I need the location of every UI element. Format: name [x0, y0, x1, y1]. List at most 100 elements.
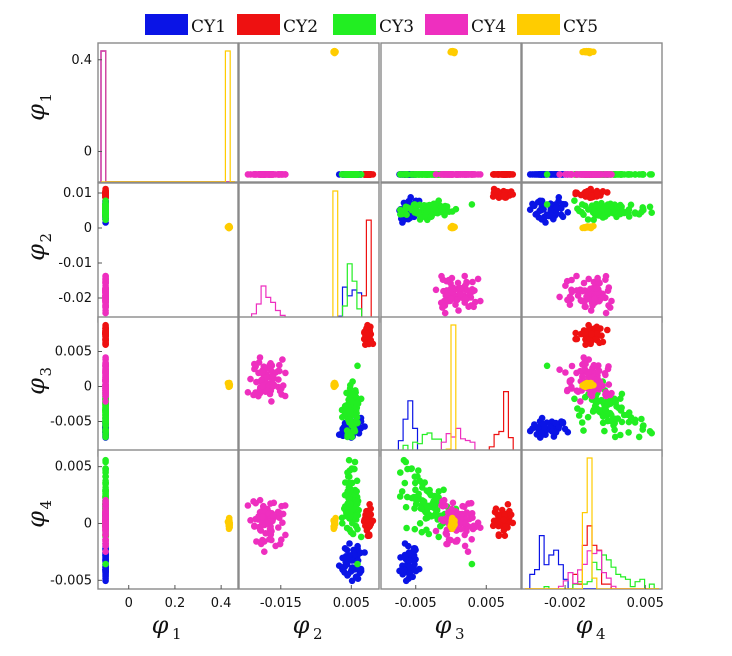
point-cy3 — [639, 171, 647, 178]
point-cy4 — [587, 307, 595, 314]
point-cy4 — [102, 513, 109, 521]
point-cy3 — [575, 412, 583, 419]
point-cy4 — [556, 366, 563, 374]
point-cy4 — [267, 360, 274, 367]
histogram-cy2 — [384, 391, 518, 456]
point-cy3 — [585, 206, 592, 213]
point-cy4 — [577, 398, 584, 405]
point-cy1 — [343, 555, 350, 563]
point-cy3 — [575, 207, 583, 215]
point-cy5 — [330, 48, 337, 56]
point-cy4 — [469, 278, 476, 286]
point-cy2 — [583, 189, 590, 197]
point-cy4 — [259, 513, 266, 521]
point-cy3 — [354, 560, 361, 568]
panel-content — [526, 321, 655, 441]
point-cy3 — [419, 484, 426, 491]
point-cy4 — [556, 293, 563, 301]
point-cy3 — [404, 493, 411, 501]
point-cy3 — [543, 362, 551, 370]
x-tick-label: 0.005 — [627, 596, 664, 611]
point-cy3 — [416, 201, 424, 209]
point-cy4 — [102, 522, 109, 530]
point-cy4 — [269, 171, 277, 178]
point-cy4 — [250, 391, 257, 399]
y-tick-label: -0.005 — [50, 573, 92, 588]
point-cy3 — [341, 413, 348, 420]
point-cy3 — [639, 205, 647, 212]
point-cy3 — [452, 205, 460, 213]
point-cy1 — [547, 206, 554, 214]
x-axis-label-phi1: φ — [152, 611, 169, 639]
legend-entry-cy3: CY3 — [333, 14, 414, 37]
point-cy3 — [417, 214, 425, 221]
panel-r1-c2 — [238, 42, 380, 183]
point-cy1 — [558, 205, 565, 212]
point-cy3 — [423, 207, 431, 215]
point-cy4 — [261, 548, 268, 555]
point-cy4 — [605, 381, 613, 388]
point-cy2 — [364, 532, 372, 540]
point-cy2 — [588, 330, 595, 338]
point-cy1 — [548, 428, 556, 435]
legend-swatch-cy3 — [333, 14, 376, 35]
point-cy4 — [573, 387, 581, 395]
point-cy4 — [258, 376, 265, 384]
point-cy4 — [579, 297, 586, 305]
point-cy4 — [276, 361, 283, 369]
point-cy4 — [562, 282, 569, 290]
point-cy3 — [357, 533, 365, 541]
y-axis-label-phi2: φ2 — [22, 233, 55, 261]
point-cy3 — [349, 378, 356, 385]
point-cy3 — [445, 208, 453, 215]
histogram-cy5 — [525, 457, 659, 589]
point-cy3 — [397, 211, 404, 218]
point-cy3 — [398, 488, 406, 495]
point-cy4 — [606, 391, 614, 399]
point-cy3 — [584, 216, 592, 223]
point-cy4 — [102, 303, 109, 311]
point-cy5 — [448, 517, 456, 524]
panel-frame — [97, 316, 239, 457]
point-cy4 — [282, 531, 289, 539]
point-cy1 — [541, 423, 548, 431]
point-cy2 — [504, 501, 512, 508]
point-cy1 — [351, 551, 359, 559]
point-cy1 — [406, 563, 414, 571]
point-cy3 — [590, 216, 597, 224]
point-cy3 — [599, 205, 606, 213]
point-cy4 — [102, 360, 109, 368]
point-cy3 — [468, 560, 476, 568]
point-cy2 — [593, 330, 601, 337]
point-cy2 — [588, 192, 595, 199]
point-cy4 — [259, 368, 266, 376]
point-cy4 — [592, 285, 600, 292]
point-cy2 — [500, 192, 508, 199]
point-cy4 — [605, 171, 613, 178]
point-cy3 — [625, 429, 632, 436]
point-cy3 — [411, 525, 419, 533]
point-cy4 — [251, 171, 258, 178]
point-cy4 — [461, 272, 469, 280]
histogram-cy4 — [525, 550, 659, 589]
point-cy3 — [343, 427, 351, 434]
point-cy1 — [552, 203, 560, 211]
panel-r2-c3 — [380, 182, 522, 323]
point-cy3 — [430, 201, 438, 209]
point-cy3 — [407, 205, 415, 212]
point-cy3 — [584, 413, 592, 421]
point-cy3 — [102, 427, 109, 434]
panel-frame — [97, 42, 239, 183]
legend-entry-cy5: CY5 — [517, 14, 598, 37]
panel-frame — [238, 182, 380, 323]
point-cy2 — [492, 171, 500, 178]
point-cy1 — [341, 545, 349, 552]
point-cy3 — [353, 399, 361, 407]
point-cy3 — [352, 387, 359, 394]
point-cy4 — [477, 297, 484, 305]
point-cy3 — [592, 399, 600, 407]
panel-r2-c2 — [238, 182, 380, 323]
point-cy1 — [349, 564, 356, 572]
point-cy1 — [537, 215, 545, 222]
point-cy3 — [341, 403, 349, 410]
